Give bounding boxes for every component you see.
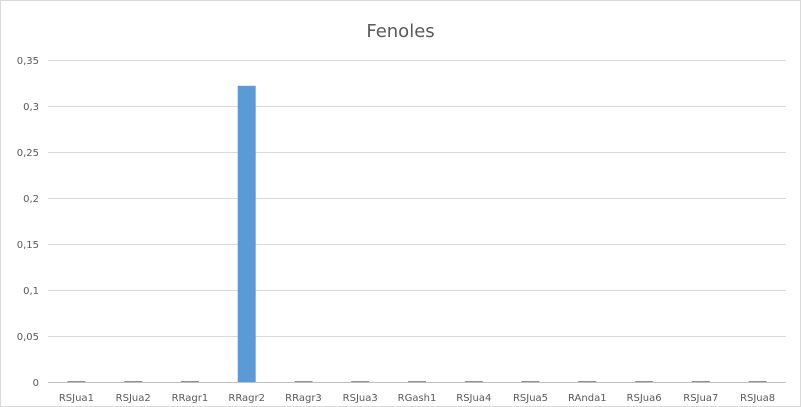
bar-RAnda1 (578, 381, 597, 382)
bar-RSJua4 (464, 381, 483, 382)
bar-RGash1 (408, 381, 426, 382)
x-tick-label: RAnda1 (568, 393, 607, 404)
x-tick-label: RRagr3 (285, 393, 322, 404)
x-tick-label: RSJua2 (116, 393, 151, 404)
x-tick-label: RRagr1 (172, 393, 209, 404)
x-tick-label: RSJua8 (740, 393, 775, 404)
y-tick-label: 0,1 (23, 286, 39, 297)
x-tick-label: RSJua6 (627, 393, 662, 404)
y-axis-ticks: 0 0,05 0,1 0,15 0,2 0,25 0,3 0,35 (17, 56, 39, 389)
y-tick-label: 0,25 (17, 148, 39, 159)
bar-RSJua8 (748, 381, 767, 382)
bar-RRagr3 (294, 381, 313, 382)
y-tick-label: 0,05 (17, 332, 39, 343)
bar-RRagr2 (237, 85, 256, 383)
y-tick-label: 0,15 (17, 240, 39, 251)
bar-RRagr1 (180, 381, 199, 382)
bar-RSJua3 (351, 381, 370, 382)
y-tick-label: 0,2 (23, 194, 39, 205)
x-tick-label: RSJua7 (683, 393, 718, 404)
x-tick-label: RSJua1 (59, 393, 94, 404)
y-tick-label: 0 (33, 378, 39, 389)
bar-RSJua1 (67, 381, 86, 382)
x-axis-ticks: RSJua1 RSJua2 RRagr1 RRagr2 RRagr3 RSJua3 RGas… (59, 393, 775, 404)
bar-RSJua6 (635, 381, 654, 382)
x-tick-label: RRagr2 (228, 393, 265, 404)
x-tick-label: RSJua4 (456, 393, 491, 404)
bar-RSJua5 (521, 381, 540, 382)
bars (67, 85, 767, 383)
y-tick-label: 0,3 (23, 102, 39, 113)
bar-RSJua7 (691, 381, 710, 382)
bar-RSJua2 (124, 381, 143, 382)
chart-title: Fenoles (366, 21, 435, 42)
x-tick-label: RGash1 (398, 393, 437, 404)
x-tick-label: RSJua5 (513, 393, 548, 404)
y-tick-label: 0,35 (17, 56, 39, 67)
x-tick-label: RSJua3 (343, 393, 378, 404)
gridlines (48, 60, 786, 383)
